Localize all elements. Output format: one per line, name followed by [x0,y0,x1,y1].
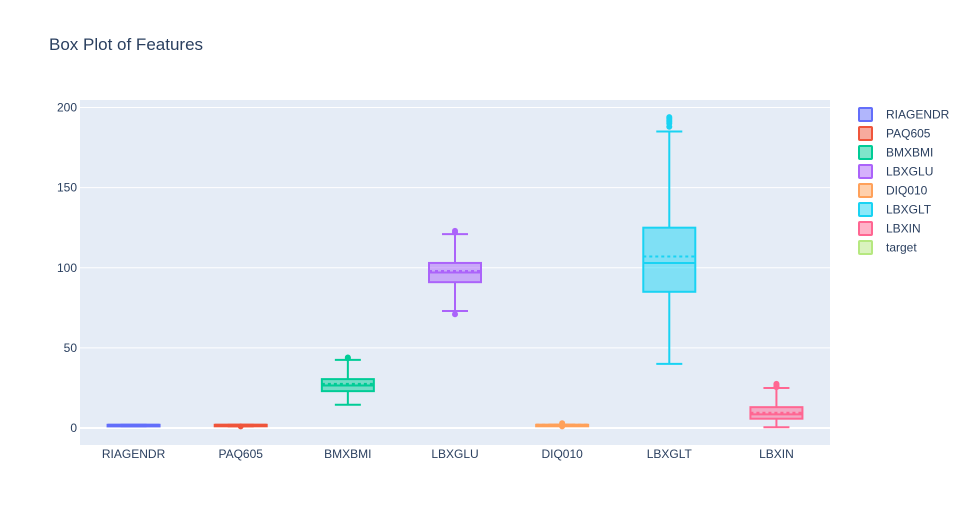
legend-item-paq605[interactable]: PAQ605 [858,126,931,141]
legend-item-lbxglu[interactable]: LBXGLU [858,164,933,179]
legend-item-diq010[interactable]: DIQ010 [858,183,928,198]
box-body [642,226,697,293]
outlier-point [344,354,351,361]
box-riagendr[interactable] [106,423,161,428]
box-lbxglu[interactable] [428,227,482,318]
legend-label: LBXGLT [886,203,932,217]
x-tick-label: BMXBMI [324,447,371,461]
legend-item-lbxglt[interactable]: LBXGLT [858,202,932,217]
legend-label: BMXBMI [886,146,933,160]
legend-item-lbxin[interactable]: LBXIN [858,221,921,236]
legend-swatch [858,240,873,255]
x-tick-label: LBXGLT [647,447,693,461]
legend-swatch [858,126,873,141]
x-tick-label: PAQ605 [218,447,263,461]
outlier-point [452,311,458,318]
legend-item-riagendr[interactable]: RIAGENDR [858,107,950,122]
y-tick-label: 0 [70,421,77,435]
legend-swatch [858,107,873,122]
outlier-point [666,114,673,121]
box-paq605[interactable] [213,423,268,430]
legend-label: DIQ010 [886,184,928,198]
outlier-point [452,227,458,234]
box-lbxin[interactable] [749,380,804,429]
legend-swatch [858,164,873,179]
box-bmxbmi[interactable] [320,354,375,406]
legend-label: RIAGENDR [886,108,950,122]
x-tick-label: RIAGENDR [102,447,166,461]
x-tick-label: DIQ010 [541,447,583,461]
y-tick-label: 50 [64,341,78,355]
legend-swatch [858,145,873,160]
y-tick-label: 200 [57,101,77,115]
boxes [106,114,804,430]
legend-swatch [858,183,873,198]
y-tick-label: 150 [57,181,77,195]
legend-swatch [858,221,873,236]
legend-label: target [886,241,917,255]
y-tick-label: 100 [57,261,77,275]
x-tick-label: LBXIN [759,447,794,461]
legend-item-bmxbmi[interactable]: BMXBMI [858,145,933,160]
outlier-point [773,380,780,387]
legend-label: LBXIN [886,222,921,236]
legend-item-target[interactable]: target [858,240,917,255]
y-axis-ticks: 0 50 100 150 200 [57,101,77,436]
x-tick-label: LBXGLU [431,447,478,461]
legend-label: PAQ605 [886,127,931,141]
outlier-point [559,420,566,427]
legend[interactable]: RIAGENDR PAQ605 BMXBMI LBXGLU DIQ010 LBXGLT LB… [858,107,950,255]
x-axis-ticks: RIAGENDR PAQ605 BMXBMI LBXGLU DIQ010 LBXGLT LB… [102,447,794,461]
box-diq010[interactable] [535,420,590,430]
outlier-point [237,423,244,430]
chart-title: Box Plot of Features [49,35,203,54]
box-lbxglt[interactable] [642,114,697,365]
legend-swatch [858,202,873,217]
legend-label: LBXGLU [886,165,933,179]
